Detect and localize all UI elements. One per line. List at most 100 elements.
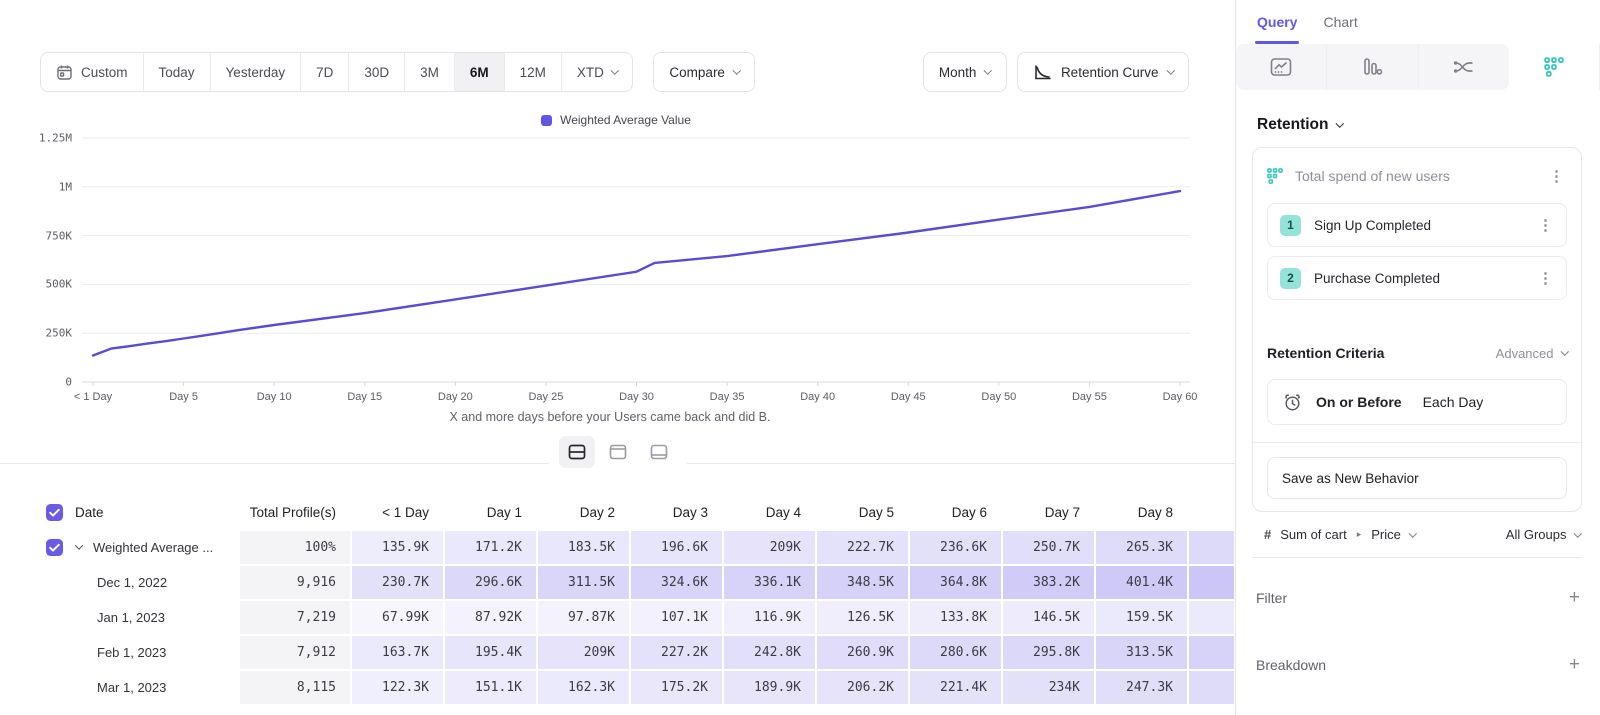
- insights-icon: [1270, 57, 1292, 77]
- funnels-report-button[interactable]: [1327, 44, 1418, 90]
- value-cell: 348.5K: [817, 566, 910, 601]
- kebab-menu-icon[interactable]: ⋮: [1535, 269, 1556, 287]
- value-cell: 364.8K: [910, 566, 1003, 601]
- add-filter-button[interactable]: +: [1569, 588, 1580, 607]
- value-cell: 146.5K: [1003, 601, 1096, 636]
- step-purchase-completed[interactable]: 2 Purchase Completed ⋮: [1267, 256, 1567, 300]
- chevron-down-icon: [1560, 348, 1568, 356]
- value-cell: 383.2K: [1003, 566, 1096, 601]
- kebab-menu-icon[interactable]: ⋮: [1546, 167, 1567, 185]
- metric-property: Price: [1371, 527, 1401, 542]
- value-cell: 336.1K: [724, 566, 817, 601]
- metric-property-dropdown[interactable]: # Sum of cart ▸ Price: [1264, 527, 1415, 542]
- row-profiles: 100%: [240, 531, 352, 566]
- compare-button[interactable]: Compare: [653, 52, 755, 92]
- value-cell: 97.87K: [538, 601, 631, 636]
- range-7d[interactable]: 7D: [300, 53, 348, 91]
- value-cell: 122.3K: [352, 671, 445, 706]
- row-profiles: 7,912: [240, 636, 352, 671]
- tab-chart[interactable]: Chart: [1323, 0, 1357, 44]
- value-cell: 133.8K: [910, 601, 1003, 636]
- chevron-down-icon: [984, 67, 992, 75]
- value-cell: 163.7K: [352, 636, 445, 671]
- value-cell: 206.2K: [817, 671, 910, 706]
- metric-row: # Sum of cart ▸ Price All Groups: [1252, 512, 1582, 558]
- value-cell: 227.2K: [631, 636, 724, 671]
- table-row: Weighted Average ...100%135.9K171.2K183.…: [40, 531, 1234, 566]
- range-12m[interactable]: 12M: [504, 53, 561, 91]
- value-cell: 195.4K: [445, 636, 538, 671]
- x-tick-label: Day 25: [528, 391, 563, 403]
- chart-view-button[interactable]: [600, 436, 636, 468]
- flows-icon: [1452, 58, 1476, 76]
- value-cell: 401.4K: [1096, 566, 1189, 601]
- column-header-date: Date: [40, 495, 240, 531]
- y-tick-label: 250K: [46, 327, 73, 340]
- insights-report-button[interactable]: [1236, 44, 1327, 90]
- row-profiles: 8,115: [240, 671, 352, 706]
- value-cell: 209K: [724, 531, 817, 566]
- split-view-icon: [568, 444, 586, 460]
- condition-frequency: Each Day: [1423, 394, 1484, 410]
- report-title-dropdown[interactable]: Retention: [1257, 116, 1600, 134]
- x-tick-label: Day 40: [800, 391, 835, 403]
- retention-table: DateTotal Profile(s)< 1 DayDay 1Day 2Day…: [40, 495, 1234, 715]
- chart-type-button[interactable]: Retention Curve: [1017, 52, 1189, 92]
- chevron-down-icon: [611, 67, 619, 75]
- range-today[interactable]: Today: [143, 53, 210, 91]
- step-number-badge: 2: [1280, 268, 1301, 289]
- value-cell: 295.8K: [1003, 636, 1096, 671]
- chart-area: 1.25M1M750K500K250K0: [28, 130, 1190, 390]
- range-yesterday[interactable]: Yesterday: [210, 53, 301, 91]
- retention-report-button[interactable]: [1509, 44, 1600, 90]
- checkbox[interactable]: [46, 539, 63, 556]
- column-header-day-8: Day 8: [1096, 495, 1189, 531]
- row-label: Jan 1, 2023: [40, 601, 240, 636]
- retention-icon: [1544, 57, 1564, 77]
- range-xtd[interactable]: XTD: [561, 53, 633, 91]
- flows-report-button[interactable]: [1419, 44, 1509, 90]
- range-custom[interactable]: Custom: [41, 53, 143, 91]
- row-profiles: 7,219: [240, 601, 352, 636]
- y-tick-label: 1.25M: [39, 132, 72, 145]
- add-breakdown-button[interactable]: +: [1569, 655, 1580, 674]
- retention-criteria-title: Retention Criteria: [1267, 345, 1384, 361]
- series-line: [93, 191, 1180, 355]
- retention-dashboard: CustomTodayYesterday7D30D3M6M12MXTD Comp…: [0, 0, 1600, 715]
- granularity-button[interactable]: Month: [923, 52, 1007, 92]
- save-behavior-button[interactable]: Save as New Behavior: [1267, 457, 1567, 499]
- y-axis: 1.25M1M750K500K250K0: [28, 130, 82, 390]
- step-sign-up-completed[interactable]: 1 Sign Up Completed ⋮: [1267, 203, 1567, 247]
- view-toggle: [0, 436, 1235, 468]
- number-type-icon: #: [1264, 527, 1271, 542]
- filter-section: Filter +: [1256, 588, 1580, 607]
- range-30d[interactable]: 30D: [348, 53, 404, 91]
- kebab-menu-icon[interactable]: ⋮: [1535, 216, 1556, 234]
- x-tick-label: Day 5: [169, 391, 198, 403]
- x-axis-caption: X and more days before your Users came b…: [28, 410, 1192, 424]
- tab-query[interactable]: Query: [1257, 0, 1297, 44]
- query-sidebar: Query Chart: [1236, 0, 1600, 715]
- criteria-mode-dropdown[interactable]: Advanced: [1496, 346, 1567, 361]
- value-cell: 222.7K: [817, 531, 910, 566]
- range-3m[interactable]: 3M: [404, 53, 454, 91]
- retention-condition[interactable]: On or Before Each Day: [1267, 379, 1567, 425]
- table-view-button[interactable]: [641, 436, 677, 468]
- x-tick-label: Day 20: [438, 391, 473, 403]
- split-view-button[interactable]: [559, 436, 595, 468]
- chart-legend: Weighted Average Value: [40, 113, 1192, 127]
- expand-chevron-icon[interactable]: [75, 541, 83, 549]
- retention-criteria-row: Retention Criteria Advanced: [1267, 345, 1567, 361]
- checkbox[interactable]: [46, 504, 63, 521]
- table-row: Dec 1, 20229,916230.7K296.6K311.5K324.6K…: [40, 566, 1234, 601]
- groups-dropdown[interactable]: All Groups: [1506, 527, 1580, 542]
- range-6m[interactable]: 6M: [454, 53, 504, 91]
- table-row: Jan 1, 20237,21967.99K87.92K97.87K107.1K…: [40, 601, 1234, 636]
- value-cell: 151.1K: [445, 671, 538, 706]
- value-cell: 250.7K: [1003, 531, 1096, 566]
- column-header-day-1: Day 1: [445, 495, 538, 531]
- x-tick-label: < 1 Day: [74, 391, 112, 403]
- behavior-header[interactable]: Total spend of new users ⋮: [1267, 158, 1567, 194]
- legend-item-weighted-average[interactable]: Weighted Average Value: [541, 113, 691, 127]
- column-header-day-3: Day 3: [631, 495, 724, 531]
